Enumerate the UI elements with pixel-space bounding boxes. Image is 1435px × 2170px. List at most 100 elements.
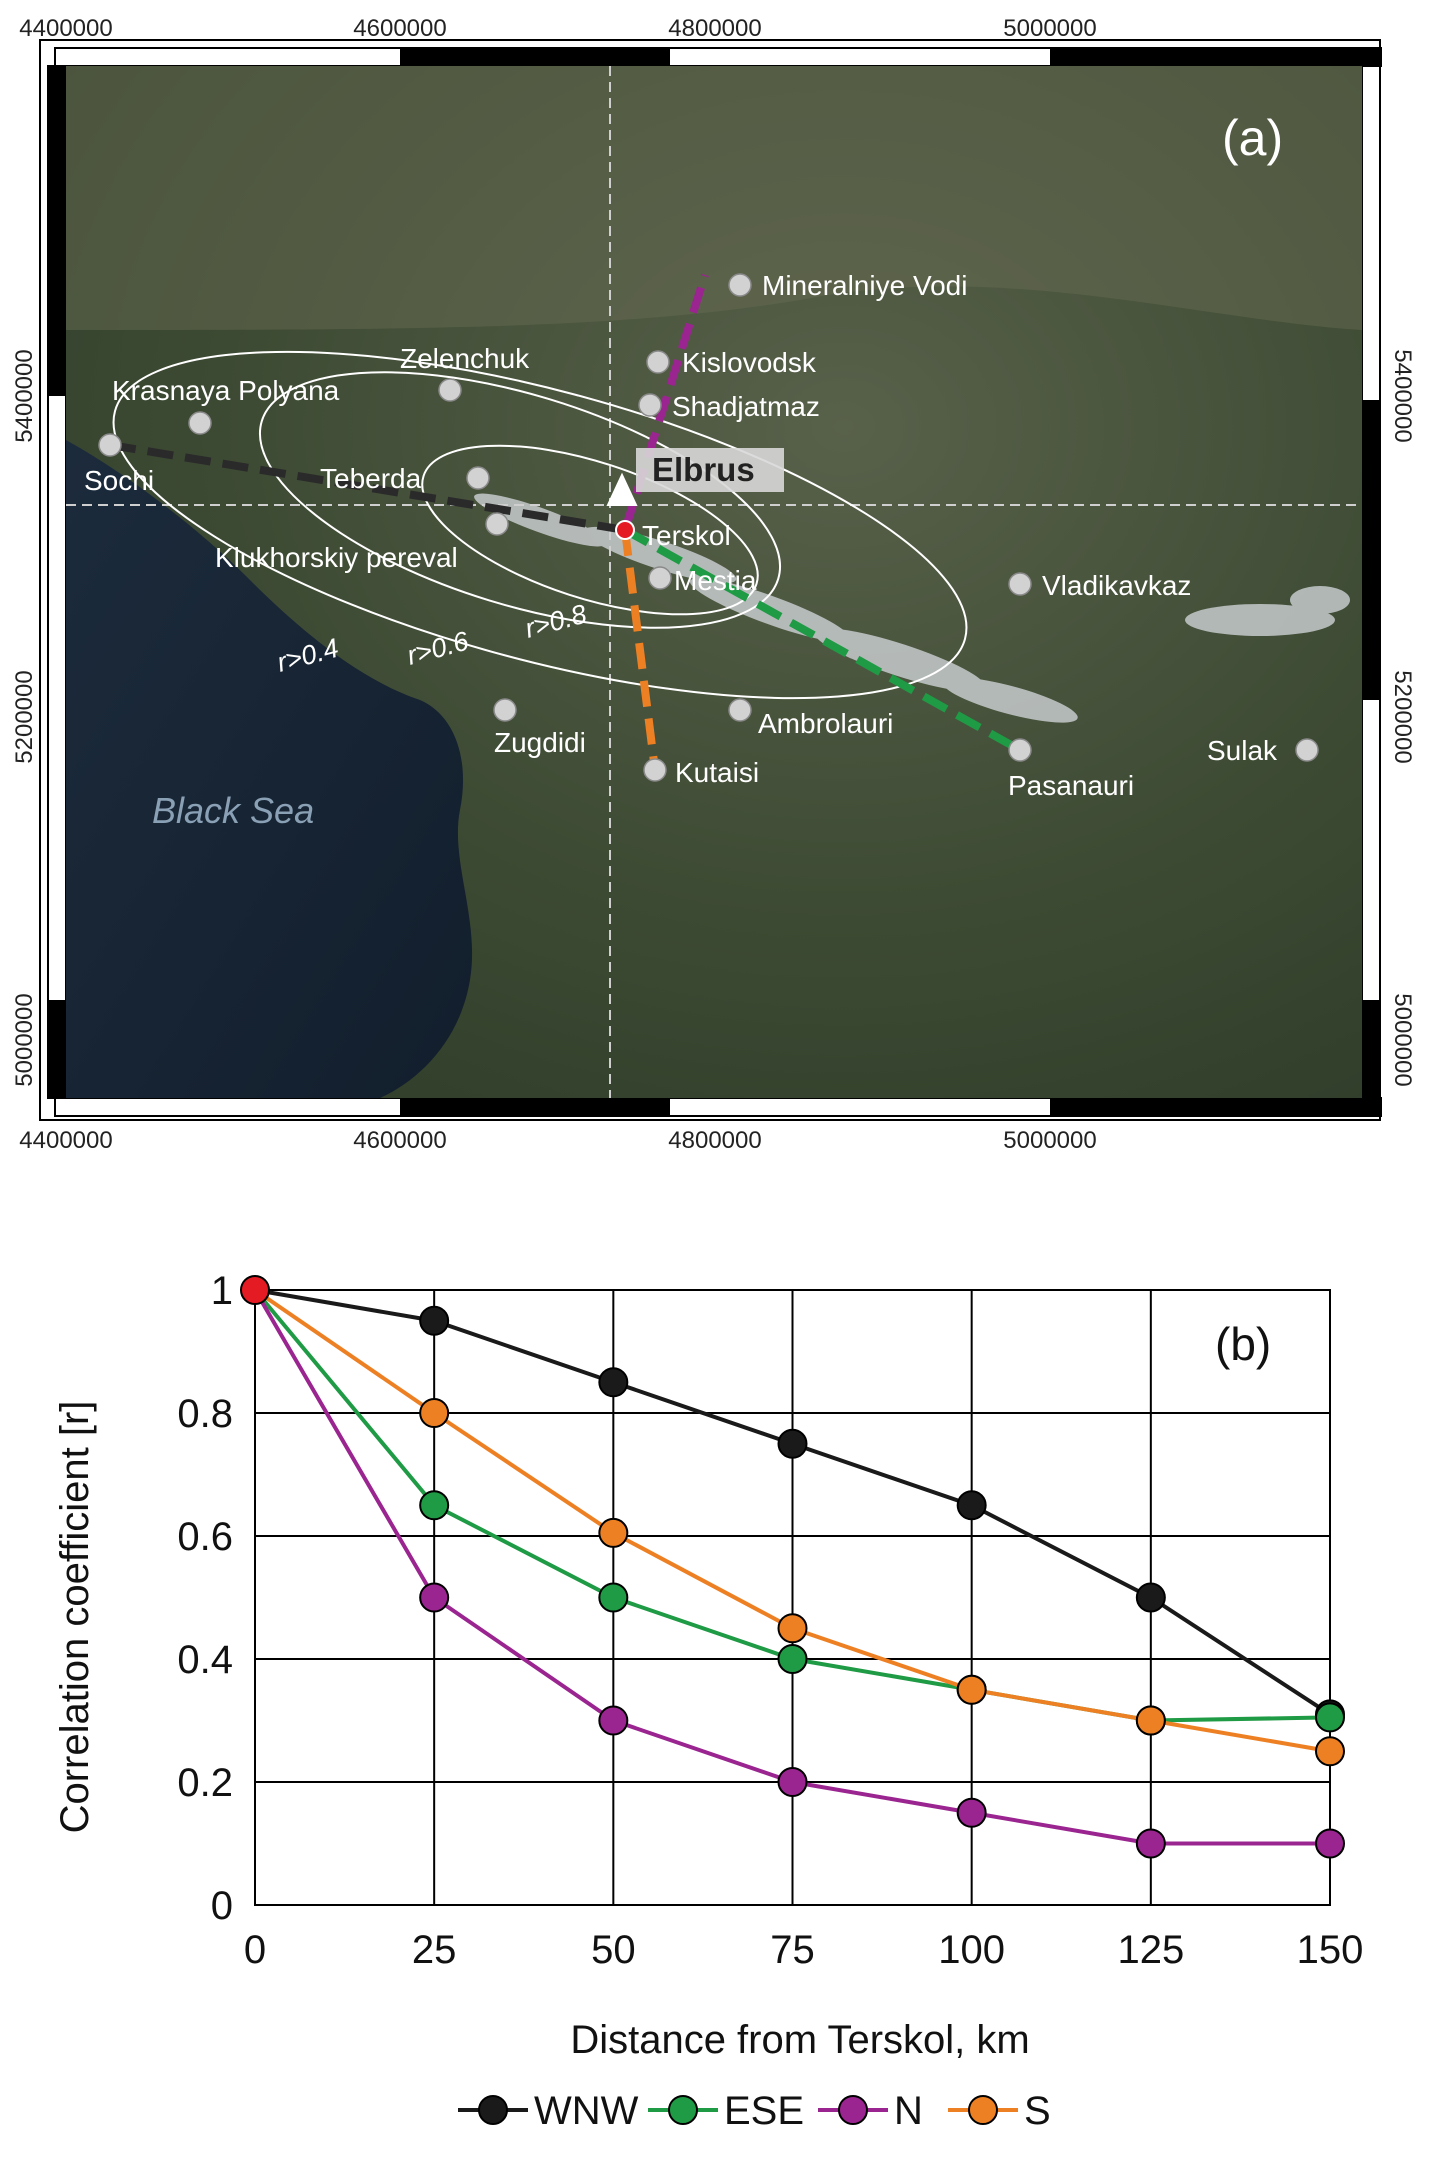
- data-point-n: [598, 1705, 629, 1736]
- place-label-pasanauri: Pasanauri: [1008, 770, 1134, 801]
- place-label-kutaisi: Kutaisi: [675, 757, 759, 788]
- black-sea: [66, 440, 473, 1098]
- elbrus-label-box: [636, 448, 784, 492]
- transect-wnw: [109, 441, 626, 534]
- data-point-s: [419, 1398, 450, 1428]
- map-xtick-bottom-3: 5000000: [1003, 1127, 1096, 1154]
- place-label-klukhor: Klukhorskiy pereval: [215, 542, 458, 573]
- x-tick-label: 75: [770, 1928, 815, 1972]
- legend-label-wnw: WNW: [534, 2089, 639, 2133]
- place-label-shadjatmaz: Shadjatmaz: [672, 391, 820, 422]
- place-marker-kislovodsk: [646, 350, 670, 374]
- x-tick-label: 100: [938, 1928, 1005, 1972]
- data-point-n: [419, 1582, 450, 1613]
- place-marker-vladikavkaz: [1008, 572, 1032, 596]
- data-point-n: [1135, 1828, 1166, 1859]
- place-marker-sochi: [98, 433, 122, 457]
- place-label-mestia: Mestia: [674, 565, 757, 596]
- x-tick-label: 150: [1297, 1928, 1364, 1972]
- place-label-teberda: Teberda: [320, 463, 422, 494]
- data-point-wnw: [777, 1428, 808, 1459]
- map-ytick-left-0: 5400000: [11, 349, 38, 442]
- data-point-ese: [1315, 1702, 1345, 1733]
- data-point-s: [777, 1613, 808, 1644]
- place-marker-mineralniye: [728, 273, 752, 297]
- place-marker-shadjatmaz: [638, 393, 662, 417]
- place-label-sulak: Sulak: [1207, 735, 1278, 766]
- y-tick-label: 0: [211, 1884, 233, 1928]
- sea-label: Black Sea: [152, 790, 314, 831]
- map-panel: r>0.4 r>0.6 r>0.8 Elbrus Mineralniye Vod…: [11, 15, 1416, 1154]
- snow-ridges: [474, 493, 1350, 723]
- chart-grid: [254, 1289, 1331, 1906]
- correlation-chart: 0 25 50 75 100 125 150 0 0.2 0.4 0.6 0.8 1 (b) Dista…: [53, 1269, 1363, 2133]
- data-point-ese: [419, 1490, 450, 1521]
- elbrus-label: Elbrus: [652, 451, 755, 488]
- x-tick-label: 50: [591, 1928, 636, 1972]
- chart-series: [240, 1275, 1345, 1859]
- map-ytick-right-2: 5000000: [1389, 993, 1416, 1086]
- place-label-mineralniye: Mineralniye Vodi: [762, 270, 967, 301]
- place-markers: [98, 273, 1319, 782]
- place-marker-klukhor: [485, 512, 509, 536]
- x-tick-label: 25: [412, 1928, 457, 1972]
- place-marker-zelenchuk: [438, 378, 462, 402]
- place-marker-ambrolauri: [728, 698, 752, 722]
- place-label-vladikavkaz: Vladikavkaz: [1042, 570, 1191, 601]
- legend-label-ese: ESE: [724, 2089, 804, 2133]
- place-marker-zugdidi: [493, 698, 517, 722]
- place-marker-kutaisi: [643, 758, 667, 782]
- data-point-wnw: [1135, 1582, 1166, 1613]
- transect-s: [621, 529, 659, 771]
- x-axis-label: Distance from Terskol, km: [570, 2018, 1029, 2062]
- map-xtick-bottom-0: 4400000: [19, 1127, 112, 1154]
- map-ytick-right-0: 5400000: [1389, 349, 1416, 442]
- map-xtick-bottom-2: 4800000: [668, 1127, 761, 1154]
- place-marker-teberda: [466, 466, 490, 490]
- chart-legend: WNW ESE N S: [458, 2089, 1051, 2133]
- ellipse-r06: [258, 371, 782, 629]
- legend-marker-wnw: [478, 2095, 508, 2125]
- plot-frame: [254, 1289, 1331, 1906]
- place-marker-mestia: [648, 566, 672, 590]
- data-point-s: [956, 1674, 987, 1705]
- legend-label-n: N: [894, 2089, 923, 2133]
- data-point-n: [956, 1797, 987, 1828]
- map-ytick-right-1: 5200000: [1389, 670, 1416, 763]
- data-point-wnw: [598, 1367, 629, 1398]
- map-xtick-top-2: 4800000: [668, 15, 761, 42]
- terskol-marker: [615, 520, 635, 540]
- place-label-kislovodsk: Kislovodsk: [682, 347, 817, 378]
- legend-marker-s: [968, 2095, 998, 2125]
- place-label-ambrolauri: Ambrolauri: [758, 708, 893, 739]
- place-label-zugdidi: Zugdidi: [494, 727, 586, 758]
- map-xtick-top-3: 5000000: [1003, 15, 1096, 42]
- legend-marker-n: [838, 2095, 868, 2125]
- y-tick-label: 0.2: [177, 1761, 233, 1805]
- data-point-ese: [777, 1644, 808, 1674]
- chart-panel: 0 25 50 75 100 125 150 0 0.2 0.4 0.6 0.8 1 (b) Dista…: [0, 1170, 1435, 2165]
- data-point-s: [1135, 1705, 1166, 1736]
- data-point-wnw: [956, 1490, 987, 1521]
- data-point-s: [598, 1517, 629, 1548]
- y-tick-label: 0.6: [177, 1515, 233, 1559]
- chart-panel-label: (b): [1215, 1318, 1271, 1370]
- y-axis-label: Correlation coefficient [r]: [53, 1401, 97, 1834]
- map-scale-bar: [47, 47, 1382, 1117]
- y-tick-label: 0.4: [177, 1638, 233, 1682]
- correlation-ellipses: [112, 350, 968, 700]
- ellipse-r08: [421, 444, 759, 616]
- data-point-ese: [598, 1582, 629, 1613]
- origin-point: [240, 1275, 270, 1305]
- map-ytick-left-2: 5000000: [11, 993, 38, 1086]
- map-xtick-bottom-1: 4600000: [353, 1127, 446, 1154]
- northern-plains: [66, 66, 1362, 330]
- legend-marker-ese: [668, 2095, 698, 2125]
- ellipse-r04: [112, 350, 968, 700]
- chart-axes: 0 25 50 75 100 125 150 0 0.2 0.4 0.6 0.8 1: [177, 1269, 1363, 1972]
- elbrus-summit-icon: [606, 472, 638, 506]
- map-xtick-top-0: 4400000: [19, 15, 112, 42]
- y-tick-label: 0.8: [177, 1392, 233, 1436]
- x-tick-label: 125: [1117, 1928, 1184, 1972]
- map-ytick-left-1: 5200000: [11, 670, 38, 763]
